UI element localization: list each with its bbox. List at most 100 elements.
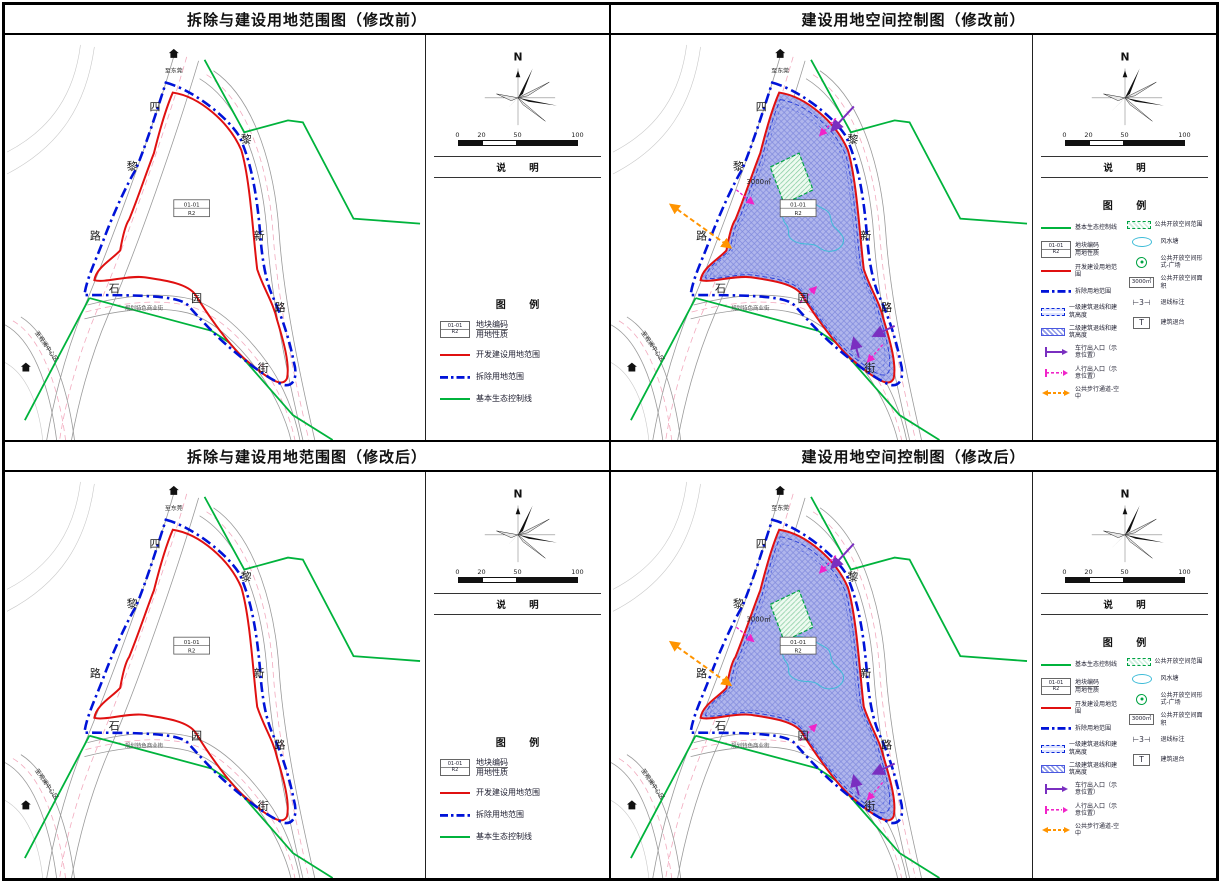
scale-bar: 0 20 50 100 <box>455 131 584 146</box>
legend-symbol <box>1041 658 1071 672</box>
legend-symbol <box>1041 721 1071 736</box>
legend-symbol <box>1041 365 1071 380</box>
legend-label: 公共开放空间范围 <box>1154 658 1203 666</box>
svg-text:N: N <box>513 488 522 501</box>
legend-item: 开发建设用地范围 <box>440 786 595 800</box>
legend-label: 拆除用地范围 <box>1075 724 1112 732</box>
map-control-after <box>611 472 1032 878</box>
legend-item: 二级建筑退线和建筑高度 <box>1041 325 1123 339</box>
legend-column-1: 基本生态控制线 01-01 R2 地块编码 用地性质 开发建设用地范围 拆除用地范围 <box>1041 221 1123 401</box>
legend-item: 风水塘 <box>1127 672 1209 686</box>
legend-symbol <box>1041 744 1065 753</box>
legend-item: 人行出入口（示意位置） <box>1041 366 1123 380</box>
legend-label: 车行出入口（示意位置） <box>1075 782 1118 797</box>
legend: 01-01 R2 地块编码 用地性质 开发建设用地范围 拆除用地范围 基本生态控制线 <box>434 320 601 406</box>
legend-label: 退线标注 <box>1160 736 1185 744</box>
legend-symbol: T <box>1127 316 1157 330</box>
legend-item: 01-01 R2 地块编码 用地性质 <box>440 320 595 340</box>
legend-item: 01-01 R2 地块编码 用地性质 <box>1041 678 1123 695</box>
legend-item: 公共开放空间范围 <box>1126 658 1209 666</box>
legend-header: 图 例 <box>495 299 550 311</box>
panel-sidebar: N 0 20 50 100 说 明 图 例 <box>425 472 609 878</box>
notes <box>434 178 601 191</box>
panel-sidebar: N 0 20 50 100 说 明 图 例 <box>1032 35 1216 440</box>
legend-symbol <box>1041 345 1071 360</box>
scale-bar: 0 20 50 100 <box>1062 131 1191 146</box>
legend-symbol <box>440 830 470 844</box>
legend-symbol <box>1127 692 1157 706</box>
legend-item: 基本生态控制线 <box>1041 658 1123 672</box>
legend-label: 公共开放空间形式-广场 <box>1160 692 1203 707</box>
legend-label: 公共开放空间面积 <box>1160 275 1203 290</box>
legend-symbol <box>440 786 470 800</box>
legend-label: 地块编码 用地性质 <box>1075 678 1100 694</box>
map-labels <box>20 485 287 813</box>
legend-symbol: 3000㎡ <box>1127 713 1157 727</box>
legend-symbol <box>1127 235 1157 249</box>
legend-symbol: ⊢3⊣ <box>1132 735 1151 744</box>
legend-label: 开发建设用地范围 <box>1075 264 1118 279</box>
legend-label: 人行出入口（示意位置） <box>1075 802 1118 817</box>
legend-label: 车行出入口（示意位置） <box>1075 345 1118 360</box>
north-arrow-icon: N <box>1090 488 1165 563</box>
legend-symbol <box>1126 221 1151 229</box>
legend-item: 基本生态控制线 <box>1041 221 1123 235</box>
panel-demolition-before: 拆除与建设用地范围图（修改前） N 0 <box>4 4 610 441</box>
legend-symbol <box>440 808 470 822</box>
legend-item: 开发建设用地范围 <box>1041 264 1123 279</box>
panel-control-after: 建设用地空间控制图（修改后） N <box>610 441 1217 879</box>
legend-label: 基本生态控制线 <box>1075 224 1118 232</box>
legend-symbol: T <box>1127 753 1157 767</box>
legend-label: 退线标注 <box>1160 299 1185 307</box>
legend-symbol <box>440 392 470 406</box>
legend-label: 地块编码 用地性质 <box>476 319 508 340</box>
legend-item: 拆除用地范围 <box>1041 284 1123 299</box>
legend-header: 图 例 <box>1102 201 1157 212</box>
panel-sidebar: N 0 20 50 100 说 明 图 例 <box>1032 472 1216 878</box>
panel-control-before: 建设用地空间控制图（修改前） N <box>610 4 1217 441</box>
legend-column-2: 公共开放空间范围 风水塘 公共开放空间形式-广场 3000㎡ 公共开放空间面积 <box>1126 221 1209 400</box>
legend-symbol <box>1041 823 1071 838</box>
legend-symbol <box>440 348 470 362</box>
panel-title: 拆除与建设用地范围图（修改前） <box>5 5 609 35</box>
legend-symbol <box>1041 764 1065 773</box>
legend-label: 一级建筑退线和建筑高度 <box>1069 304 1118 319</box>
legend-header: 图 例 <box>495 737 550 749</box>
legend-symbol: 01-01 R2 <box>1041 241 1071 258</box>
map-demolition-after <box>5 472 425 878</box>
legend-item: 一级建筑退线和建筑高度 <box>1041 741 1123 756</box>
site-map-svg <box>5 481 421 878</box>
legend-label: 公共步行通道-空中 <box>1075 385 1120 401</box>
legend-item: 01-01 R2 地块编码 用地性质 <box>1041 241 1123 258</box>
site-map-svg <box>611 481 1028 878</box>
legend-symbol <box>1126 658 1151 666</box>
legend-label: 开发建设用地范围 <box>1075 701 1118 716</box>
legend-label: 风水塘 <box>1160 238 1179 246</box>
legend-item: 3000㎡ 公共开放空间面积 <box>1127 712 1209 727</box>
legend-item: 车行出入口（示意位置） <box>1041 345 1123 360</box>
legend-label: 开发建设用地范围 <box>476 788 540 798</box>
legend-symbol <box>1127 672 1157 686</box>
panel-title: 拆除与建设用地范围图（修改后） <box>5 442 609 472</box>
north-arrow-icon: N <box>483 488 558 563</box>
legend-item: 拆除用地范围 <box>440 370 595 384</box>
legend-item: T 建筑退台 <box>1127 316 1209 330</box>
legend-item: 一级建筑退线和建筑高度 <box>1041 304 1123 319</box>
legend-label: 建筑退台 <box>1160 319 1185 327</box>
legend-item: 开发建设用地范围 <box>1041 701 1123 716</box>
legend-column-1: 基本生态控制线 01-01 R2 地块编码 用地性质 开发建设用地范围 拆除用地范围 <box>1041 658 1123 838</box>
legend-symbol <box>1041 221 1071 235</box>
panel-demolition-after: 拆除与建设用地范围图（修改后） N 0 <box>4 441 610 879</box>
legend-symbol <box>1041 802 1071 817</box>
legend-item: 基本生态控制线 <box>440 392 595 406</box>
legend-label: 拆除用地范围 <box>476 372 524 382</box>
map-demolition-before <box>5 35 425 440</box>
legend: 基本生态控制线 01-01 R2 地块编码 用地性质 开发建设用地范围 拆除用地范围 <box>1041 658 1209 838</box>
notes-header: 说 明 <box>1041 156 1208 178</box>
legend-item: 01-01 R2 地块编码 用地性质 <box>440 758 595 778</box>
legend-column-2: 公共开放空间范围 风水塘 公共开放空间形式-广场 3000㎡ 公共开放空间面积 <box>1126 658 1209 837</box>
legend-symbol <box>1041 386 1071 401</box>
legend-item: 二级建筑退线和建筑高度 <box>1041 762 1123 776</box>
legend-label: 公共开放空间形式-广场 <box>1160 255 1203 270</box>
